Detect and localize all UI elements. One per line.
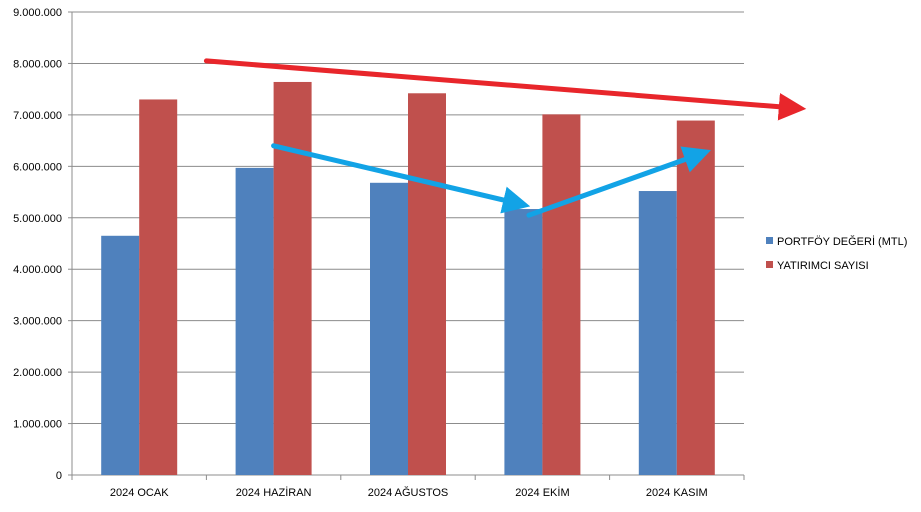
bar-portfoy	[370, 182, 408, 475]
x-tick-label: 2024 HAZİRAN	[236, 486, 312, 499]
trend-arrow	[203, 58, 807, 121]
legend-swatch	[766, 237, 773, 244]
x-tick-label: 2024 EKİM	[515, 486, 569, 499]
bar-yatirimci	[676, 120, 715, 475]
y-tick-label: 0	[56, 470, 62, 482]
bar-yatirimci	[273, 81, 312, 475]
y-tick-label: 8.000.000	[13, 58, 62, 70]
y-tick-label: 7.000.000	[13, 110, 62, 122]
y-tick-label: 9.000.000	[13, 7, 62, 19]
y-tick-label: 5.000.000	[13, 213, 62, 225]
bar-portfoy	[235, 167, 274, 476]
x-tick-label: 2024 AĞUSTOS	[368, 486, 449, 499]
bar-yatirimci	[408, 93, 446, 475]
bar-portfoy	[638, 191, 677, 475]
trend-arrow	[526, 146, 711, 218]
legend-label: YATIRIMCI SAYISI	[777, 260, 869, 272]
bar-portfoy	[504, 209, 543, 475]
bar-yatirimci	[139, 99, 178, 475]
y-tick-label: 6.000.000	[13, 161, 62, 173]
y-tick-label: 2.000.000	[13, 367, 62, 379]
y-tick-label: 3.000.000	[13, 316, 62, 328]
y-tick-label: 4.000.000	[13, 264, 62, 276]
y-tick-label: 1.000.000	[13, 419, 62, 431]
x-tick-label: 2024 OCAK	[110, 487, 169, 499]
x-tick-label: 2024 KASIM	[646, 487, 708, 499]
trend-arrow	[271, 143, 531, 214]
bar-yatirimci	[542, 114, 581, 475]
legend-swatch	[766, 261, 773, 268]
bar-portfoy	[101, 235, 140, 475]
legend-label: PORTFÖY DEĞERİ (MTL)	[777, 235, 907, 248]
